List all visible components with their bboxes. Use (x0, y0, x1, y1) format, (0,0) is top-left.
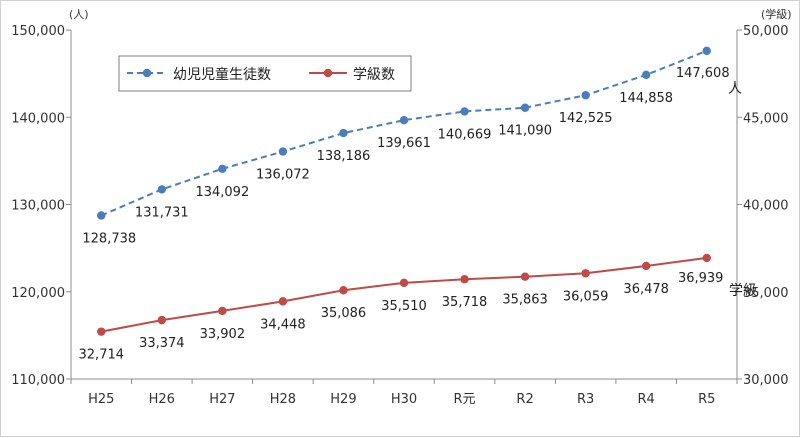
left-tick-label: 150,000 (11, 24, 65, 39)
data-point (97, 211, 106, 220)
x-tick-label: H26 (149, 392, 175, 407)
series-line-1 (101, 256, 707, 333)
data-label: 140,669 (438, 127, 492, 142)
data-label: 33,374 (139, 336, 185, 351)
data-point (339, 128, 348, 138)
data-point (278, 297, 288, 306)
data-label: 34,448 (260, 317, 306, 332)
legend-label-students: 幼児児童生徒数 (173, 66, 271, 83)
data-label: 138,186 (317, 149, 371, 164)
data-label: 144,858 (619, 91, 673, 106)
data-point (581, 269, 590, 278)
left-axis-unit: (人) (69, 8, 89, 21)
legend-marker-students (142, 68, 152, 78)
right-axis-unit: (学級) (761, 7, 792, 21)
data-point (278, 147, 288, 156)
data-point (581, 91, 590, 100)
data-point (97, 327, 106, 336)
series-end-label: 人 (728, 81, 742, 97)
x-tick-label: R4 (638, 392, 655, 407)
data-label: 141,090 (498, 124, 552, 139)
legend-marker-classes (323, 68, 333, 78)
right-tick-label: 30,000 (743, 373, 789, 388)
data-point (218, 306, 227, 316)
left-tick-label: 120,000 (11, 286, 65, 301)
data-point (520, 272, 530, 281)
data-point (702, 46, 711, 56)
data-point (460, 107, 469, 116)
data-point (218, 164, 227, 173)
series-end-label: 学級 (729, 283, 757, 299)
data-point (339, 286, 348, 295)
left-tick-label: 140,000 (11, 111, 65, 126)
legend-label-classes: 学級数 (353, 67, 395, 83)
right-tick-label: 40,000 (743, 199, 789, 214)
series-line-0 (100, 49, 708, 217)
x-tick-label: R2 (516, 392, 533, 407)
data-label: 36,939 (678, 271, 724, 286)
left-tick-label: 110,000 (11, 373, 65, 388)
data-point (157, 185, 167, 194)
data-label: 35,863 (502, 293, 548, 308)
data-label: 136,072 (256, 168, 310, 183)
x-tick-label: H30 (391, 392, 417, 407)
data-point (399, 116, 409, 125)
data-label: 33,902 (200, 327, 246, 342)
x-tick-label: R元 (454, 392, 476, 407)
x-tick-label: H29 (330, 392, 356, 407)
data-label: 147,608 (676, 66, 730, 81)
data-point (157, 315, 167, 325)
data-point (702, 253, 711, 263)
data-label: 35,718 (442, 295, 488, 310)
data-label: 36,059 (563, 289, 609, 304)
x-tick-label: H25 (88, 392, 114, 407)
data-label: 128,738 (82, 232, 136, 247)
data-label: 131,731 (135, 205, 189, 220)
x-tick-label: R3 (577, 392, 594, 407)
data-label: 142,525 (559, 111, 613, 126)
data-label: 32,714 (79, 348, 125, 363)
data-point (520, 103, 530, 112)
left-tick-label: 130,000 (11, 199, 65, 214)
data-point (399, 278, 409, 288)
data-label: 139,661 (377, 136, 431, 151)
data-label: 35,086 (321, 306, 367, 321)
x-tick-label: H28 (270, 392, 296, 407)
data-label: 36,478 (623, 282, 669, 297)
data-point (641, 261, 651, 271)
data-point (641, 70, 651, 80)
right-tick-label: 45,000 (743, 111, 789, 126)
data-point (460, 275, 469, 284)
data-label: 134,092 (195, 185, 249, 200)
right-tick-label: 50,000 (743, 24, 789, 39)
x-tick-label: R5 (698, 392, 715, 407)
data-label: 35,510 (381, 299, 427, 314)
legend-box (118, 55, 412, 92)
right-tick-label: 35,000 (743, 286, 789, 301)
x-tick-label: H27 (209, 392, 235, 407)
